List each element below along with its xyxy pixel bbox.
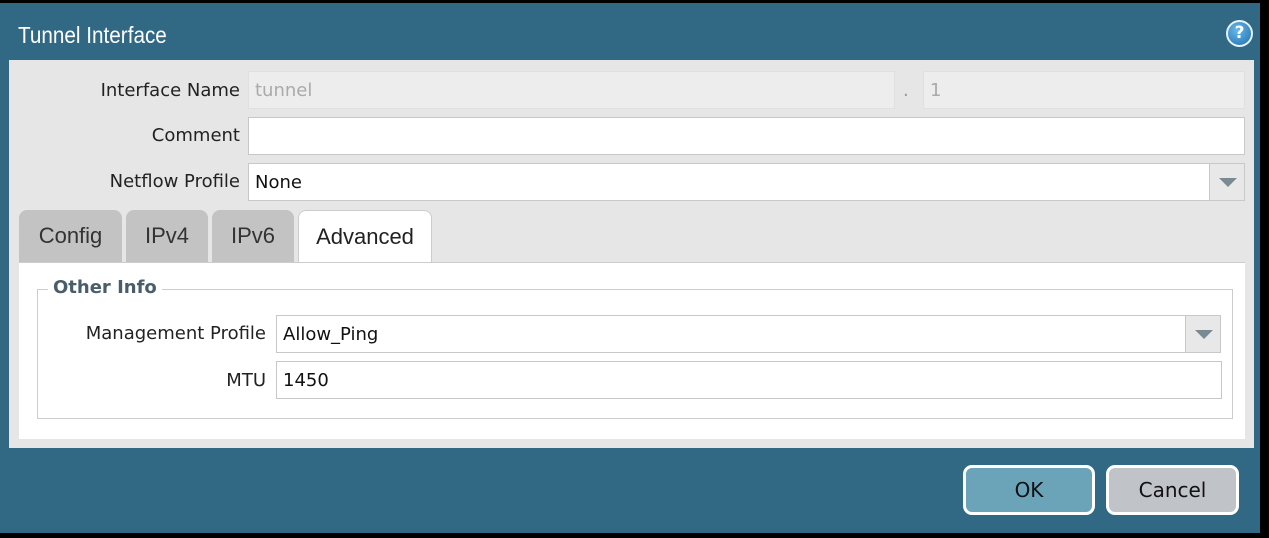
cancel-button[interactable]: Cancel xyxy=(1106,465,1239,515)
tab-advanced[interactable]: Advanced xyxy=(298,210,432,264)
dialog-title: Tunnel Interface xyxy=(18,22,167,48)
comment-input[interactable] xyxy=(248,117,1245,155)
interface-number-input[interactable]: 1 xyxy=(923,71,1245,109)
advanced-tab-content: Other Info Management Profile Allow_Ping… xyxy=(19,262,1245,439)
other-info-legend: Other Info xyxy=(48,277,162,298)
tab-ipv6[interactable]: IPv6 xyxy=(212,210,294,263)
tab-config[interactable]: Config xyxy=(19,210,122,263)
comment-label: Comment xyxy=(151,125,240,146)
tunnel-interface-dialog: Tunnel Interface ? Interface Name tunnel… xyxy=(0,3,1260,533)
management-profile-label: Management Profile xyxy=(85,323,266,344)
management-profile-select[interactable]: Allow_Ping xyxy=(276,315,1186,353)
chevron-down-icon[interactable] xyxy=(1209,163,1245,201)
ok-button[interactable]: OK xyxy=(963,465,1095,515)
chevron-down-icon[interactable] xyxy=(1185,315,1221,353)
netflow-profile-label: Netflow Profile xyxy=(109,171,240,192)
other-info-fieldset: Other Info Management Profile Allow_Ping… xyxy=(37,277,1233,419)
tab-ipv4[interactable]: IPv4 xyxy=(126,210,208,263)
interface-name-input[interactable]: tunnel xyxy=(248,71,895,109)
interface-separator: . xyxy=(903,80,909,101)
dialog-body: Interface Name tunnel . 1 Comment Netflo… xyxy=(9,60,1254,448)
interface-name-label: Interface Name xyxy=(100,80,240,101)
mtu-label: MTU xyxy=(226,370,266,391)
netflow-profile-select[interactable]: None xyxy=(248,163,1210,201)
mtu-input[interactable]: 1450 xyxy=(276,361,1222,399)
help-icon[interactable]: ? xyxy=(1226,20,1253,47)
